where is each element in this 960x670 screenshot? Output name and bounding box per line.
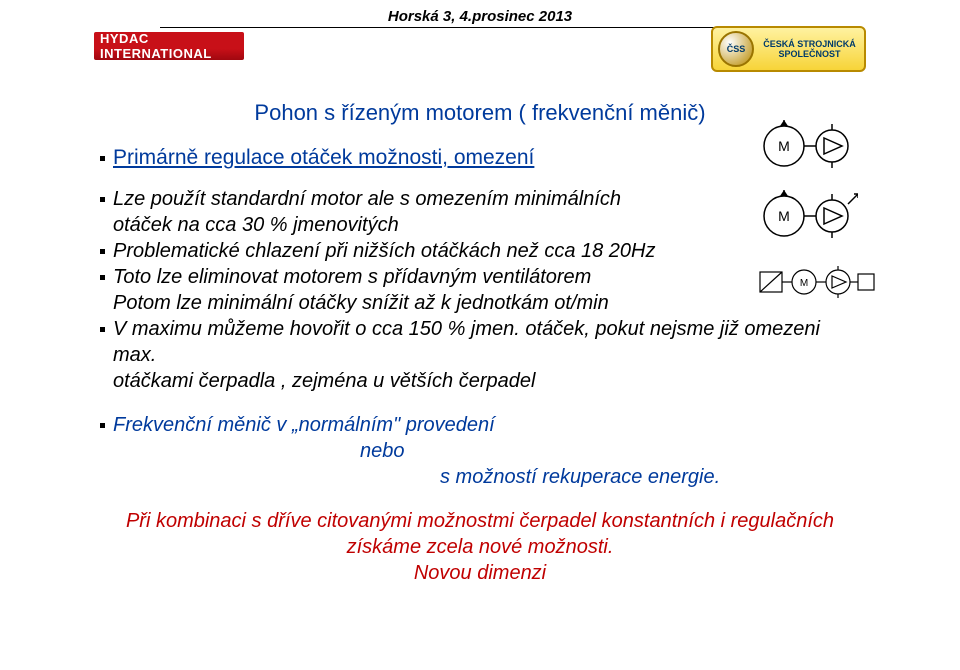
primary-bullet-text: Primárně regulace otáček možnosti, omeze… <box>113 146 534 170</box>
css-logo-text: ČESKÁ STROJNICKÁ SPOLEČNOST <box>760 39 859 60</box>
slide-content: Pohon s řízeným motorem ( frekvenční měn… <box>100 100 860 586</box>
body-row-3: Toto lze eliminovat motorem s přídavným … <box>100 264 860 290</box>
bullet-dot-icon <box>100 327 105 332</box>
blue-block: Frekvenční měnič v „normálním" provedení… <box>100 412 860 490</box>
blue-line-3: s možností rekuperace energie. <box>100 464 860 490</box>
primary-bullet-row: Primárně regulace otáček možnosti, omeze… <box>100 146 860 170</box>
bullet-dot-icon <box>100 156 105 161</box>
blue-line-1: Frekvenční měnič v „normálním" provedení <box>113 412 495 438</box>
hydac-logo-text: HYDAC INTERNATIONAL <box>100 31 244 61</box>
bullet-dot-icon <box>100 423 105 428</box>
css-logo-badge: ČSS <box>718 31 754 67</box>
blue-row-1: Frekvenční měnič v „normálním" provedení <box>100 412 860 438</box>
body-line: Lze použít standardní motor ale s omezen… <box>113 186 621 212</box>
hydac-logo: HYDAC INTERNATIONAL <box>94 32 244 60</box>
body-line: Potom lze minimální otáčky snížit až k j… <box>100 290 860 316</box>
body-row-1: Lze použít standardní motor ale s omezen… <box>100 186 860 212</box>
red-line-2: získáme zcela nové možnosti. <box>100 534 860 560</box>
body-line: otáčkami čerpadla , zejména u větších če… <box>100 368 860 394</box>
body-line: Problematické chlazení při nižších otáčk… <box>113 238 656 264</box>
red-block: Při kombinaci s dříve citovanými možnost… <box>100 508 860 586</box>
header-title: Horská 3, 4.prosinec 2013 <box>160 8 800 28</box>
body-line: Toto lze eliminovat motorem s přídavným … <box>113 264 591 290</box>
body-line: otáček na cca 30 % jmenovitých <box>100 212 860 238</box>
body-row-4: V maximu můžeme hovořit o cca 150 % jmen… <box>100 316 860 368</box>
body-line: V maximu můžeme hovořit o cca 150 % jmen… <box>113 316 860 368</box>
blue-line-2: nebo <box>100 438 860 464</box>
css-logo: ČSS ČESKÁ STROJNICKÁ SPOLEČNOST <box>711 26 866 72</box>
red-line-3: Novou dimenzi <box>100 560 860 586</box>
bullet-dot-icon <box>100 249 105 254</box>
bullet-dot-icon <box>100 275 105 280</box>
slide-title: Pohon s řízeným motorem ( frekvenční měn… <box>100 100 860 126</box>
body-block: Lze použít standardní motor ale s omezen… <box>100 186 860 394</box>
slide-header: Horská 3, 4.prosinec 2013 HYDAC INTERNAT… <box>0 8 960 80</box>
body-row-2: Problematické chlazení při nižších otáčk… <box>100 238 860 264</box>
red-line-1: Při kombinaci s dříve citovanými možnost… <box>100 508 860 534</box>
bullet-dot-icon <box>100 197 105 202</box>
